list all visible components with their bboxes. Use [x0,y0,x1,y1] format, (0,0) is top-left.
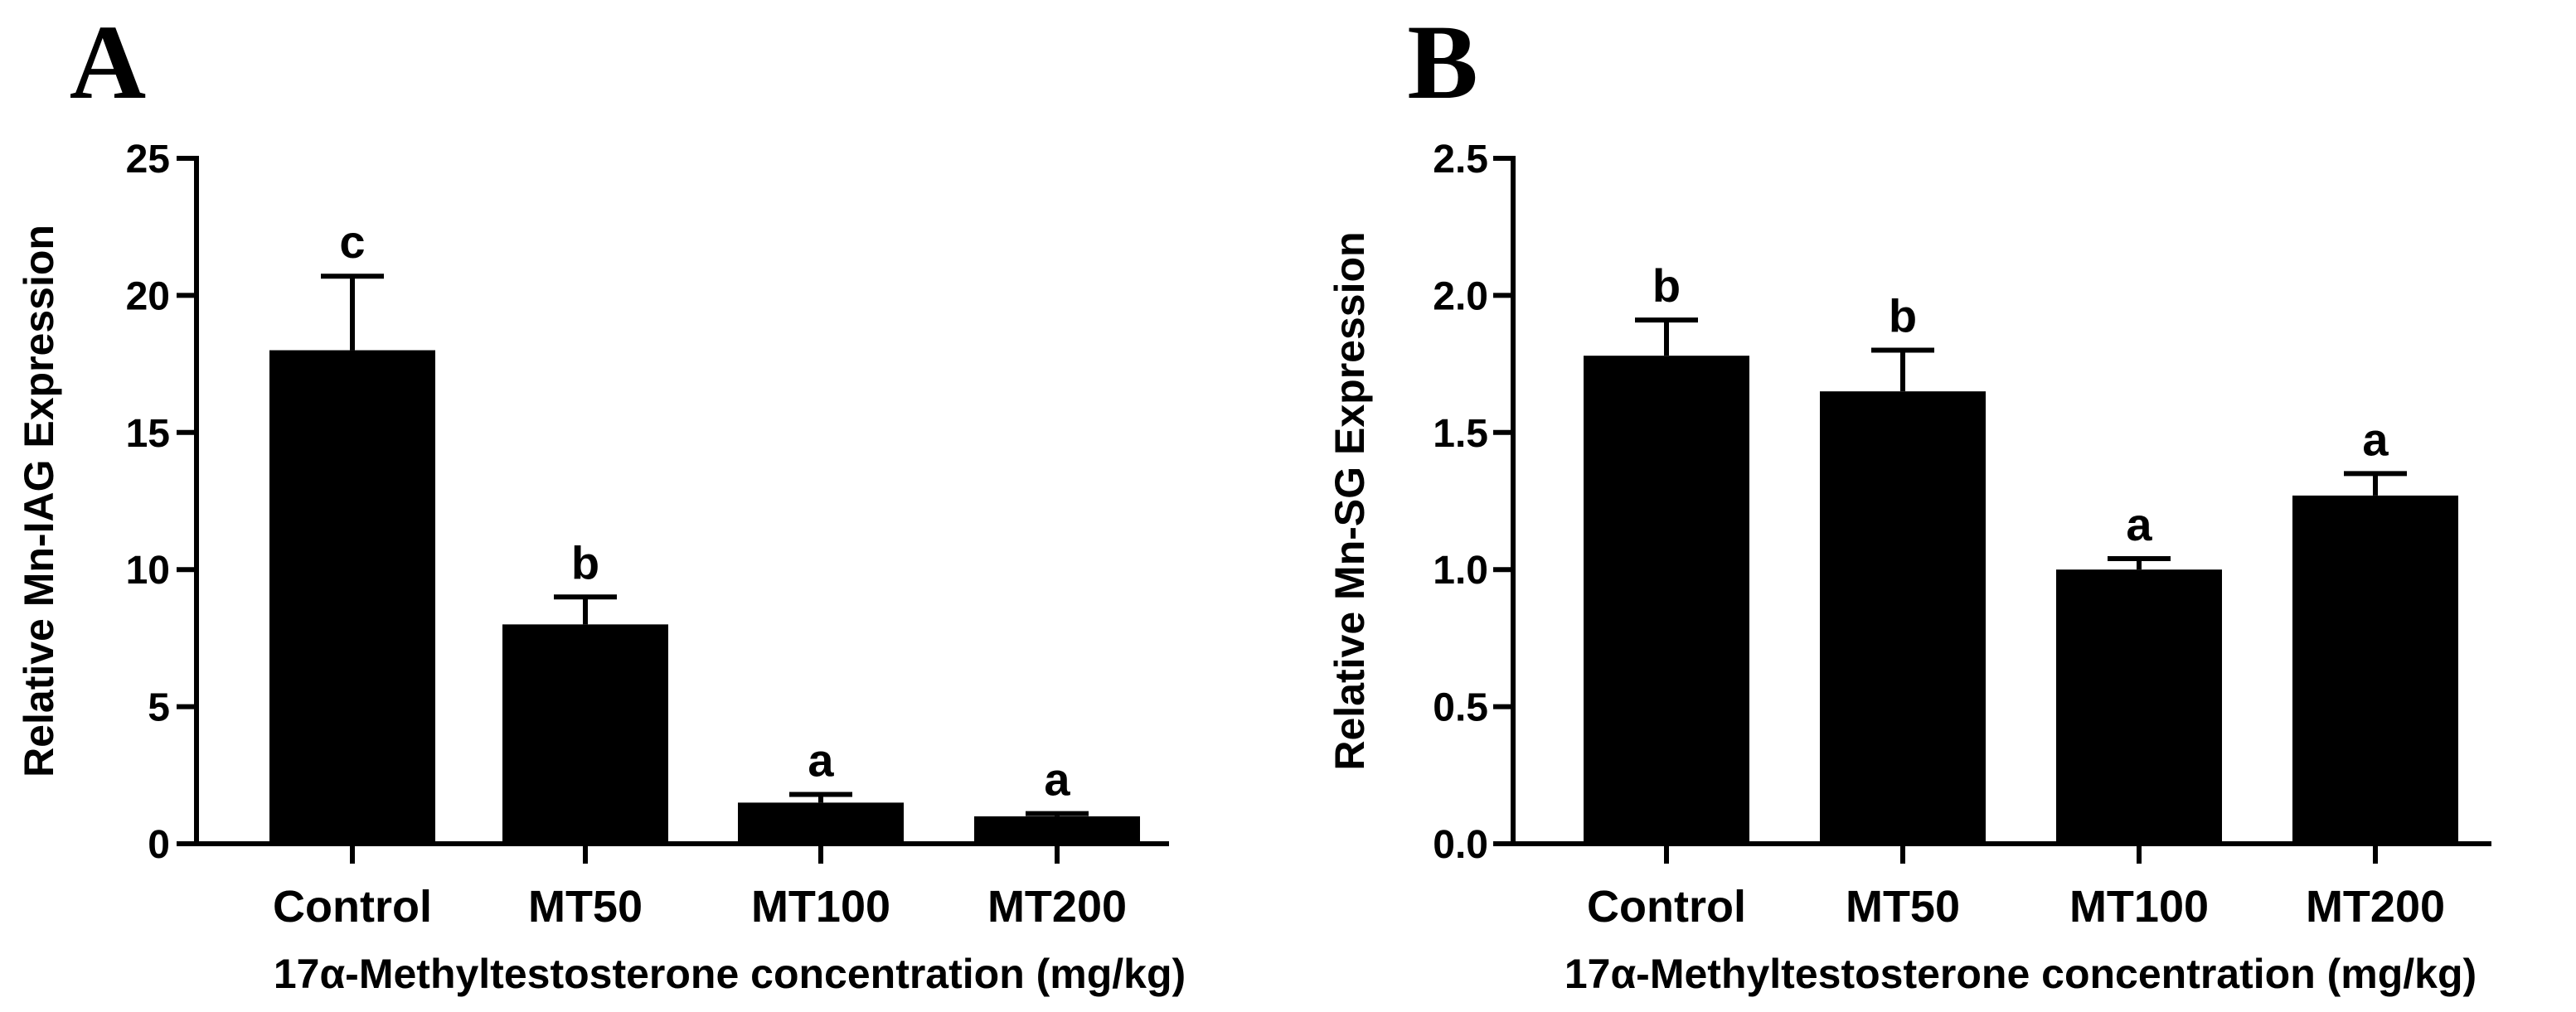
significance-label: c [339,215,365,268]
x-tick-label: MT200 [2306,882,2445,932]
significance-label: a [808,734,834,786]
y-tick-label: 0.0 [1433,823,1488,867]
x-tick-label: MT100 [2069,882,2209,932]
x-tick-label: Control [273,882,432,932]
x-tick-label: MT50 [1846,882,1960,932]
x-tick-label: MT50 [528,882,643,932]
chart-panel-b: Bb Control b MT50 a MT100 a MT200 0.0 0.5 1.0 1.5 2.… [1327,3,2491,997]
bar-mt100 [2056,569,2222,844]
y-tick-label: 0.5 [1433,686,1488,730]
x-tick-label: MT100 [751,882,890,932]
x-axis-title: 17α-Methyltestosterone concentration (mg… [1565,951,2477,997]
x-axis-title: 17α-Methyltestosterone concentration (mg… [274,951,1186,997]
bar-control [1584,356,1749,844]
y-tick-label: 2.0 [1433,274,1488,318]
significance-label: a [1044,753,1070,806]
bar-control [269,350,435,844]
panel-letter: A [70,3,146,121]
bar-mt200 [974,816,1140,844]
bar-mt100 [738,802,904,844]
significance-label: a [2126,498,2152,550]
bar-mt50 [502,624,668,844]
y-tick-label: 15 [126,412,170,456]
y-tick-label: 20 [126,274,170,318]
significance-label: b [1889,290,1917,342]
bar-mt200 [2292,495,2458,844]
y-tick-label: 0 [148,823,170,867]
y-axis-title: Relative Mn-IAG Expression [16,225,62,777]
chart-panel-a: Ac Control b MT50 a MT100 a MT200 0 5 10 15 20 25 Rela… [16,3,1186,997]
panel-letter: B [1407,3,1477,121]
y-tick-label: 1.0 [1433,549,1488,593]
significance-label: b [571,536,599,588]
significance-label: b [1652,259,1681,312]
y-tick-label: 2.5 [1433,138,1488,182]
bar-mt50 [1820,391,1986,844]
y-tick-label: 1.5 [1433,412,1488,456]
y-axis-title: Relative Mn-SG Expression [1327,231,1373,770]
significance-label: a [2362,413,2389,465]
y-tick-label: 25 [126,138,170,182]
y-tick-label: 10 [126,549,170,593]
y-tick-label: 5 [148,686,170,730]
x-tick-label: MT200 [987,882,1127,932]
x-tick-label: Control [1587,882,1746,932]
